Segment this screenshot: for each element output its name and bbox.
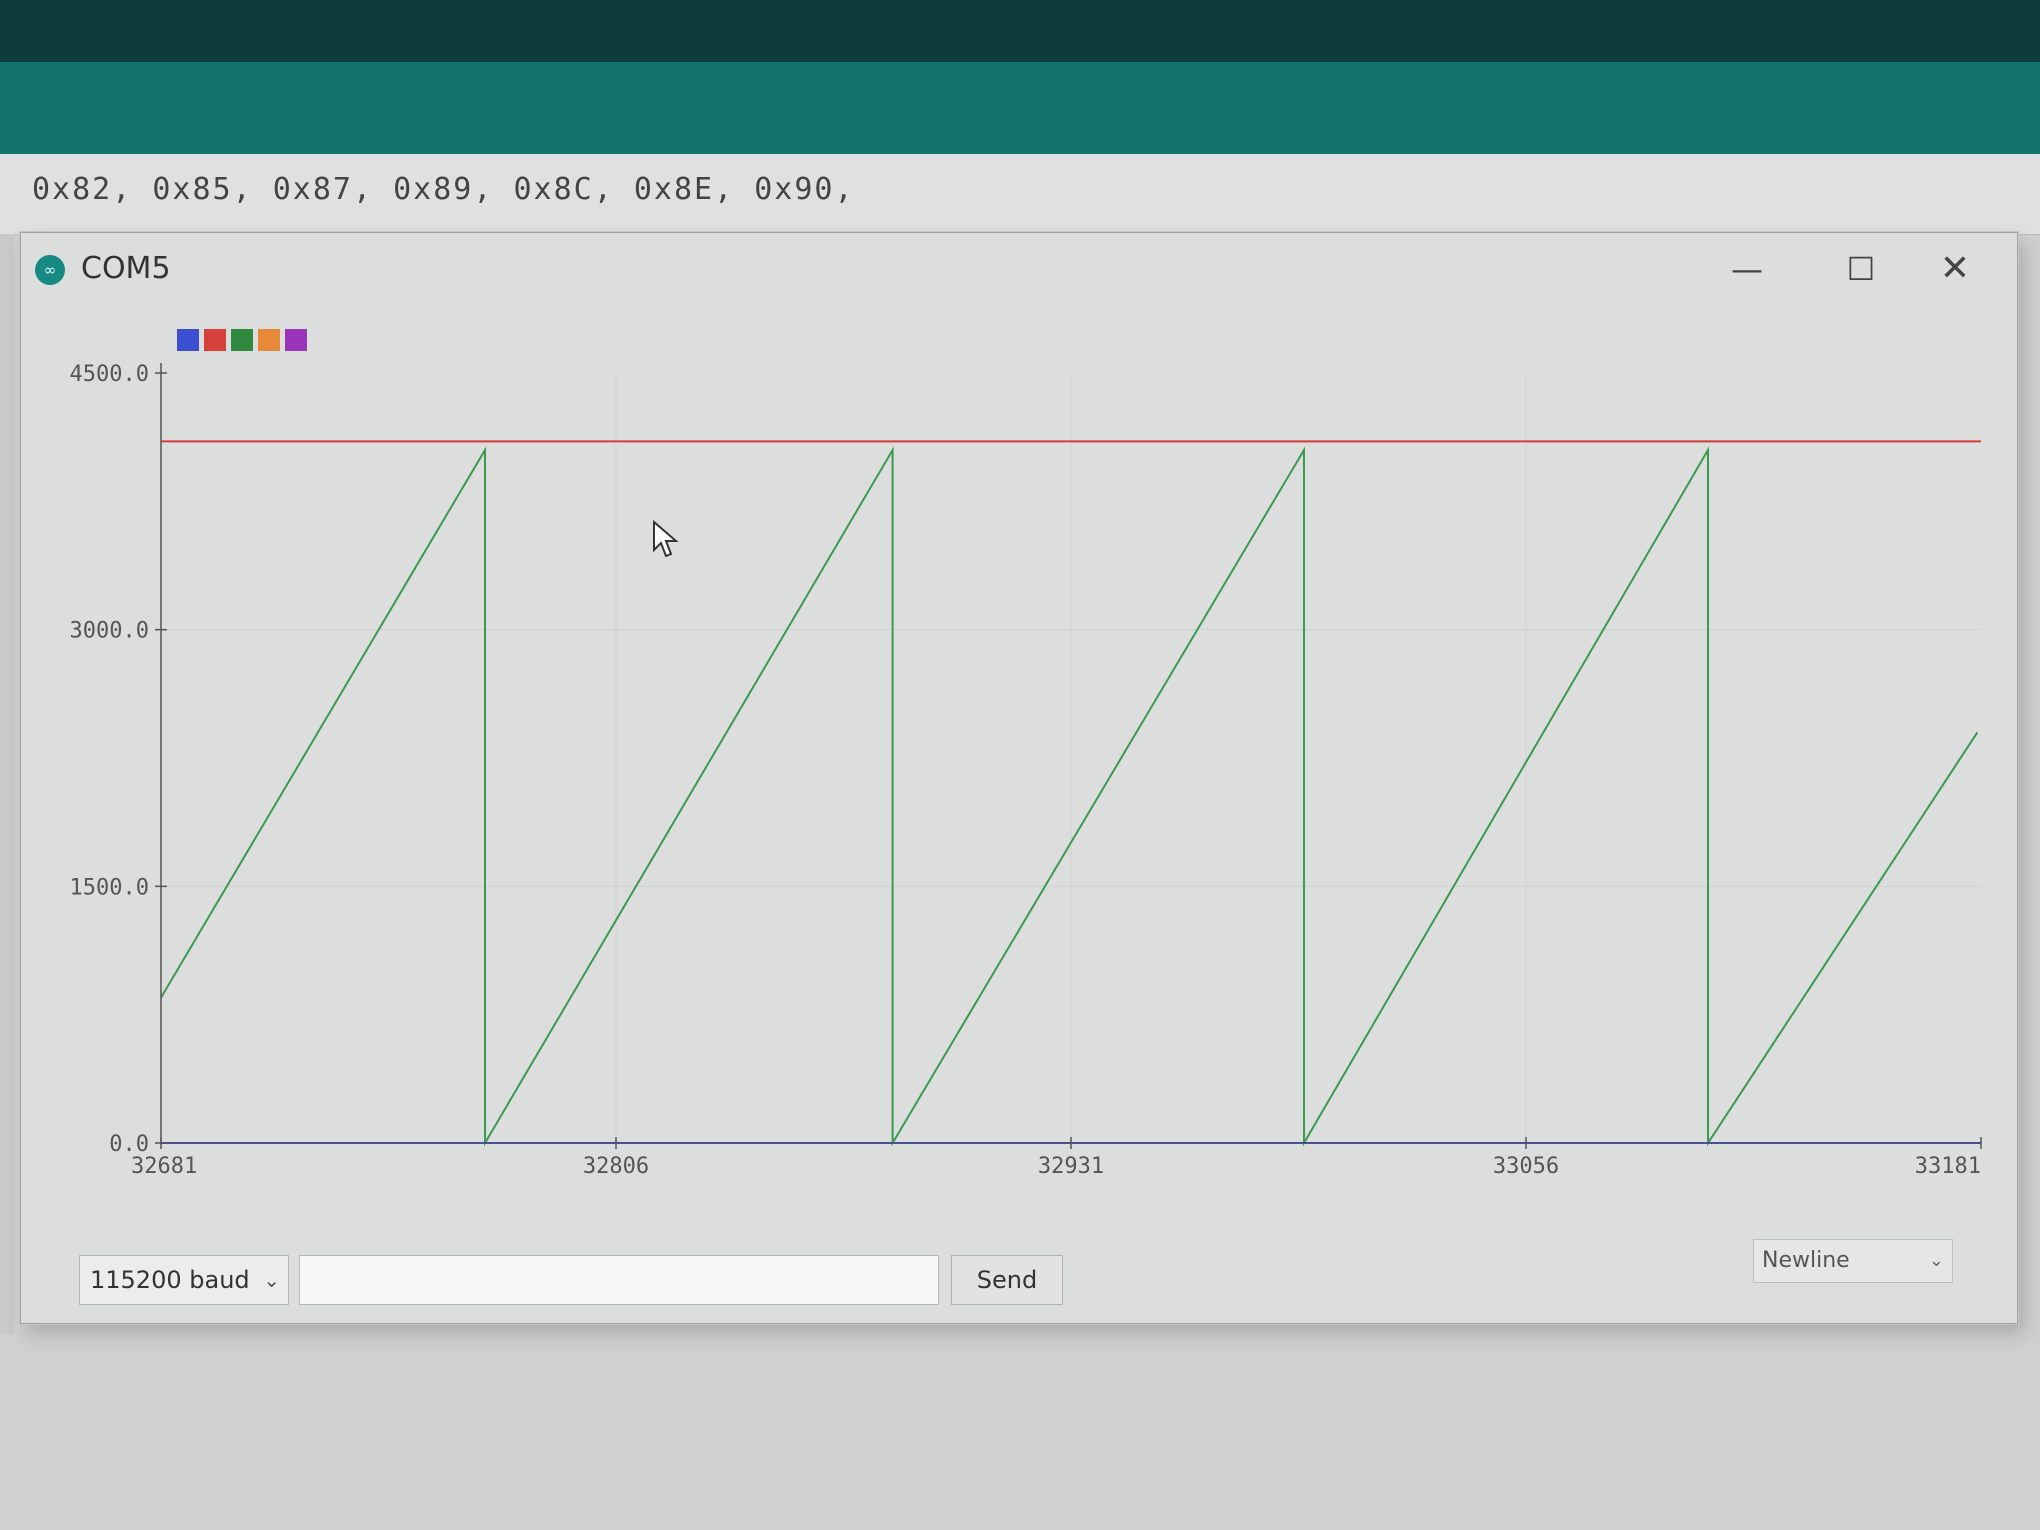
x-tick-label: 32931 xyxy=(1038,1154,1104,1179)
serial-plotter-window: ∞ COM5 — ☐ ✕ 4500.0 3000.0 1500.0 0.0 32681 3… xyxy=(20,232,2018,1324)
x-tick-label: 33181 xyxy=(1915,1154,1981,1179)
screen-top-bezel xyxy=(0,0,2040,62)
y-tick-label: 4500.0 xyxy=(70,362,149,387)
maximize-button[interactable]: ☐ xyxy=(1831,247,1891,291)
code-line: 0x82, 0x85, 0x87, 0x89, 0x8C, 0x8E, 0x90… xyxy=(32,172,855,207)
baud-rate-select[interactable]: 115200 baud ⌄ xyxy=(79,1255,289,1305)
plotter-controls: 115200 baud ⌄ Send Newline ⌄ xyxy=(21,1233,2017,1313)
editor-gutter xyxy=(0,234,14,1334)
y-tick-label: 3000.0 xyxy=(70,619,149,644)
close-button[interactable]: ✕ xyxy=(1925,247,1985,291)
y-tick-label: 1500.0 xyxy=(70,875,149,900)
title-bar[interactable]: ∞ COM5 — ☐ ✕ xyxy=(21,233,2017,305)
x-tick-label: 32806 xyxy=(583,1154,649,1179)
chevron-down-icon: ⌄ xyxy=(263,1256,280,1304)
code-editor[interactable]: 0x82, 0x85, 0x87, 0x89, 0x8C, 0x8E, 0x90… xyxy=(0,154,2040,235)
minimize-button[interactable]: — xyxy=(1717,247,1777,291)
arduino-icon: ∞ xyxy=(35,255,65,285)
line-ending-value: Newline xyxy=(1762,1248,1850,1273)
window-title: COM5 xyxy=(81,251,171,286)
send-input[interactable] xyxy=(299,1255,939,1305)
x-tick-label: 32681 xyxy=(131,1154,197,1179)
line-ending-select[interactable]: Newline ⌄ xyxy=(1753,1239,1953,1283)
ide-toolbar xyxy=(0,62,2040,154)
x-tick-label: 33056 xyxy=(1493,1154,1559,1179)
mouse-pointer-icon xyxy=(652,520,682,560)
series-line-1 xyxy=(161,450,1977,1143)
send-button[interactable]: Send xyxy=(951,1255,1063,1305)
baud-rate-value: 115200 baud xyxy=(90,1266,250,1294)
chevron-down-icon: ⌄ xyxy=(1929,1240,1944,1282)
